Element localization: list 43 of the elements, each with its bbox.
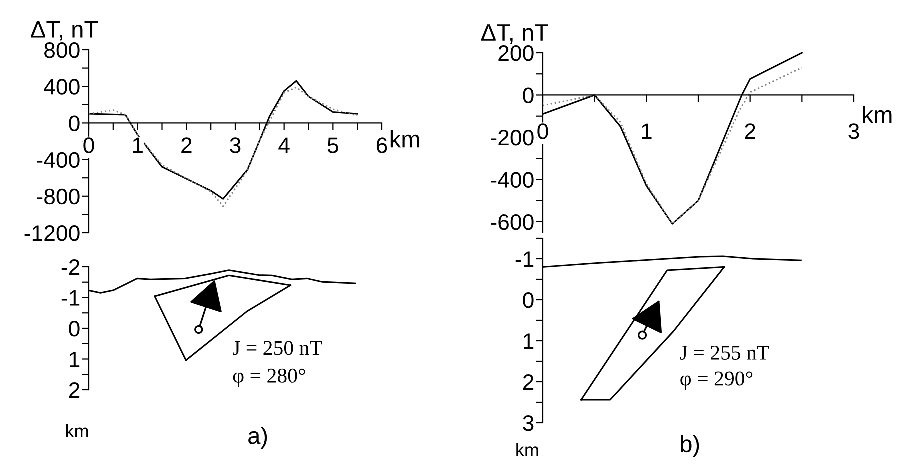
annotation: J = 255 nT [680,346,770,360]
y-tick-label: -200 [491,130,534,146]
x-tick-label: 1 [642,124,652,140]
y-tick-label: 3 [523,416,534,432]
text: a) [248,426,268,449]
y-tick-label: -1200 [24,226,80,242]
x-tick-label: 4 [278,138,290,154]
y-tick-label: 1 [524,334,534,350]
y-axis-title: km [516,443,538,456]
y-tick-label: 200 [498,46,534,62]
y-tick-label: 0 [69,321,80,337]
x-tick-label: 2 [745,124,756,140]
y-tick-label: 800 [44,42,80,58]
x-tick-label: 3 [848,124,860,140]
y-tick-label: 2 [523,374,534,390]
y-tick-label: 400 [44,79,80,95]
y-tick-label: 0 [523,88,534,104]
x-tick-label: 3 [230,138,241,154]
y-tick-label: -600 [491,214,534,230]
y-tick-label: -2 [62,260,80,276]
y-tick-label: 2 [69,382,80,398]
y-tick-label: 0 [523,292,534,308]
x-tick-label: 6 [376,138,388,154]
x-axis-title: km [863,106,892,124]
x-tick-label: 2 [182,138,192,154]
x-axis-title: km [390,130,420,148]
annotation: φ = 290° [680,372,753,390]
y-axis-title: ΔT, nT [31,22,98,41]
y-tick-label: -1 [516,252,534,268]
y-tick-label: -1 [62,290,80,306]
y-tick-label: -400 [491,172,534,188]
y-axis-title: ΔT, nT [482,24,548,44]
y-tick-label: -800 [37,188,80,205]
text: b) [681,435,700,458]
y-axis-title: km [66,424,88,438]
annotation: φ = 280° [233,368,306,388]
x-tick-label: 5 [328,138,338,154]
annotation: J = 250 nT [233,341,322,356]
x-tick-label: 0 [538,124,548,140]
y-tick-label: -400 [37,152,80,168]
x-tick-label: 0 [84,138,94,154]
x-tick-label: 1 [133,138,143,154]
y-tick-label: 1 [70,352,80,368]
